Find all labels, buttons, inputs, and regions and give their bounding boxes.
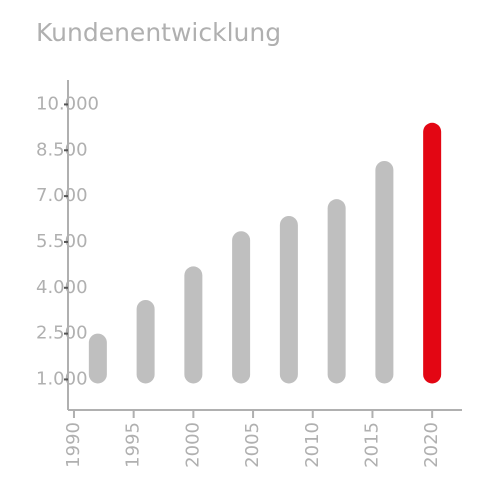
bar bbox=[88, 333, 107, 384]
x-tick-label: 1995 bbox=[123, 422, 144, 468]
bar bbox=[184, 266, 203, 384]
bar bbox=[136, 300, 155, 384]
bar bbox=[327, 199, 346, 384]
x-tick-label: 2020 bbox=[421, 422, 442, 468]
x-tick-label: 2000 bbox=[182, 422, 203, 468]
y-tick-label: 2.500 bbox=[36, 323, 88, 344]
x-tick-label: 2005 bbox=[242, 422, 263, 468]
y-tick-label: 4.000 bbox=[36, 277, 88, 298]
x-tick-label: 2010 bbox=[302, 422, 323, 468]
y-tick-label: 1.000 bbox=[36, 368, 88, 389]
bar bbox=[375, 160, 394, 384]
bar bbox=[423, 122, 442, 384]
x-tick-label: 2015 bbox=[361, 422, 382, 468]
y-tick-label: 8.500 bbox=[36, 139, 88, 160]
chart-title: Kundenentwicklung bbox=[36, 18, 281, 47]
y-tick-label: 7.000 bbox=[36, 185, 88, 206]
bar bbox=[279, 215, 298, 384]
y-tick-label: 5.500 bbox=[36, 231, 88, 252]
x-tick-label: 1990 bbox=[63, 422, 84, 468]
bar bbox=[232, 231, 251, 384]
